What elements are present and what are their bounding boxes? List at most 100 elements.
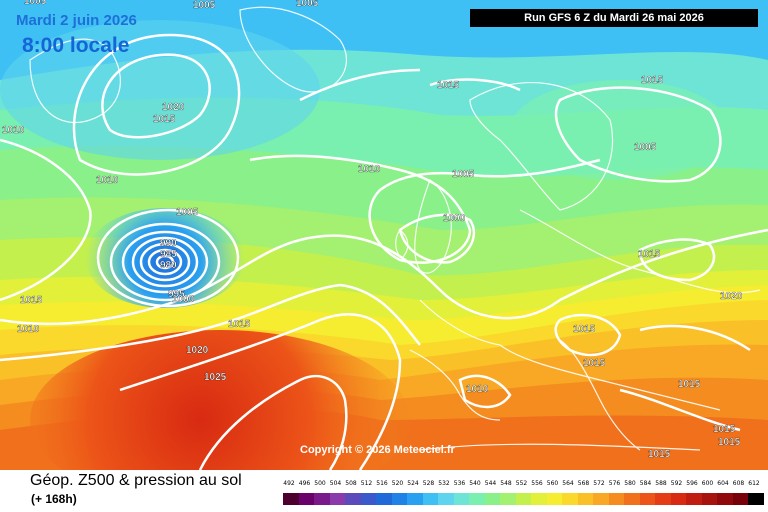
scale-label-564: 564	[562, 480, 574, 487]
map-title: Géop. Z500 & pression au sol	[30, 472, 242, 489]
scale-swatch-612	[748, 493, 764, 505]
pressure-label-1005d: 1005	[176, 207, 199, 218]
scale-label-592: 592	[670, 480, 683, 487]
weather-map: 1005 1005 1005 1020 1015 1010 1010 1005 …	[0, 0, 768, 470]
coastlines	[29, 6, 761, 451]
pressure-label-1010d: 1010	[358, 164, 381, 175]
scale-label-584: 584	[639, 480, 652, 487]
scale-label-540: 540	[469, 480, 481, 487]
scale-swatch-508	[345, 493, 361, 505]
scale-swatch-576	[608, 493, 625, 505]
scale-swatch-504	[329, 493, 346, 505]
pressure-label-1015i: 1015	[678, 379, 701, 390]
scale-swatch-532	[438, 493, 454, 505]
pressure-label-1020: 1020	[162, 102, 185, 113]
pressure-label-1005e: 1005	[452, 169, 475, 180]
pressure-label-1015j: 1015	[713, 424, 736, 435]
pressure-label-1015f: 1015	[638, 249, 661, 260]
scale-swatch-516	[376, 493, 392, 505]
pressure-label-1015e: 1015	[641, 75, 664, 86]
pressure-label-1020b: 1020	[186, 345, 209, 356]
legend-footer: Géop. Z500 & pression au sol (+ 168h)	[0, 470, 768, 512]
scale-swatch-564	[562, 493, 578, 505]
scale-label-536: 536	[453, 480, 466, 487]
scale-label-608: 608	[732, 480, 745, 487]
geopotential-field: 1005 1005 1005 1020 1015 1010 1010 1005 …	[0, 0, 768, 470]
copyright-notice: Copyright © 2026 Meteociel.fr	[300, 444, 455, 456]
scale-label-560: 560	[546, 480, 559, 487]
pressure-label-1005f: 1005	[634, 142, 657, 153]
scale-label-552: 552	[515, 480, 528, 487]
pressure-label-990: 990	[160, 238, 177, 249]
pressure-label-1015l: 1015	[648, 449, 671, 460]
scale-swatch-524	[407, 493, 423, 505]
scale-label-508: 508	[345, 480, 357, 487]
scale-label-524: 524	[407, 480, 419, 487]
pressure-label-1015g: 1015	[573, 324, 596, 335]
scale-label-512: 512	[360, 480, 373, 487]
pressure-label-1025: 1025	[204, 372, 227, 383]
scale-swatch-580	[624, 493, 640, 505]
pressure-label-1010b: 1010	[96, 175, 119, 186]
scale-swatch-536	[453, 493, 470, 505]
scale-swatch-548	[500, 493, 516, 505]
run-info: Run GFS 6 Z du Mardi 26 mai 2026	[470, 9, 758, 27]
scale-label-492: 492	[283, 480, 295, 487]
scale-swatch-496	[298, 493, 315, 505]
scale-label-604: 604	[717, 480, 729, 487]
scale-swatch-596	[686, 493, 702, 505]
scale-swatch-592	[670, 493, 687, 505]
pressure-label-1010e: 1010	[466, 384, 489, 395]
scale-swatch-492	[283, 493, 299, 505]
pressure-label-1015h: 1015	[583, 358, 606, 369]
scale-label-580: 580	[624, 480, 636, 487]
pressure-label-1005c: 1005	[24, 0, 47, 7]
pressure-label-1010c: 1010	[17, 324, 40, 335]
scale-swatch-544	[484, 493, 501, 505]
pressure-label-1005a: 1005	[193, 0, 216, 11]
scale-swatch-512	[360, 493, 377, 505]
scale-swatch-584	[639, 493, 656, 505]
scale-label-532: 532	[438, 480, 450, 487]
scale-swatch-556	[531, 493, 547, 505]
scale-label-588: 588	[655, 480, 667, 487]
scale-label-544: 544	[484, 480, 497, 487]
scale-swatch-540	[469, 493, 485, 505]
scale-label-556: 556	[531, 480, 543, 487]
pressure-label-985: 985	[160, 249, 177, 260]
scale-label-600: 600	[701, 480, 714, 487]
scale-label-520: 520	[391, 480, 404, 487]
pressure-label-1015b: 1015	[20, 295, 43, 306]
scale-label-572: 572	[593, 480, 605, 487]
scale-swatch-528	[422, 493, 439, 505]
scale-swatch-560	[546, 493, 563, 505]
pressure-label-1015a: 1015	[153, 114, 176, 125]
scale-label-548: 548	[500, 480, 512, 487]
forecast-time: 8:00 locale	[22, 34, 130, 57]
forecast-range: (+ 168h)	[31, 492, 77, 506]
pressure-label-1000b: 1000	[443, 213, 466, 224]
scale-swatch-552	[515, 493, 532, 505]
pressure-label-1015k: 1015	[718, 437, 741, 448]
scale-swatch-500	[314, 493, 330, 505]
scale-swatch-520	[391, 493, 408, 505]
scale-label-612: 612	[748, 480, 760, 487]
scale-label-500: 500	[314, 480, 326, 487]
pressure-label-1010a: 1010	[2, 125, 25, 136]
scale-swatch-604	[717, 493, 733, 505]
scale-swatch-568	[577, 493, 594, 505]
scale-label-504: 504	[329, 480, 342, 487]
scale-swatch-572	[593, 493, 609, 505]
scale-swatch-588	[655, 493, 671, 505]
pressure-label-1015d: 1015	[437, 80, 460, 91]
pressure-label-995: 995	[168, 289, 185, 300]
scale-swatch-600	[701, 493, 718, 505]
pressure-labels: 1005 1005 1005 1020 1015 1010 1010 1005 …	[2, 0, 743, 460]
pressure-label-1015c: 1015	[228, 319, 251, 330]
scale-label-596: 596	[686, 480, 698, 487]
scale-swatch-608	[732, 493, 749, 505]
forecast-date: Mardi 2 juin 2026	[16, 12, 137, 29]
scale-label-516: 516	[376, 480, 388, 487]
pressure-label-1020c: 1020	[720, 291, 743, 302]
pressure-label-1000a: 1000	[172, 294, 195, 305]
